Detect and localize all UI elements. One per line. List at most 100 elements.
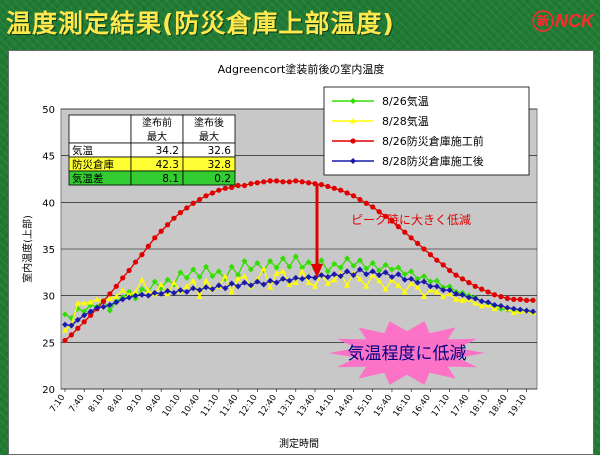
x-tick-label: 19:10 xyxy=(507,393,529,419)
x-tick-label: 10:40 xyxy=(180,393,202,419)
y-tick-label: 30 xyxy=(42,292,55,303)
data-point xyxy=(190,266,197,273)
legend-marker xyxy=(350,158,356,164)
data-point xyxy=(402,229,408,235)
data-point xyxy=(292,253,299,260)
legend-label: 8/28防災倉庫施工後 xyxy=(382,154,484,168)
y-tick-label: 50 xyxy=(42,105,55,116)
data-point xyxy=(286,281,293,287)
data-point xyxy=(434,257,440,263)
data-point xyxy=(324,280,331,286)
data-point xyxy=(273,270,280,276)
data-point xyxy=(523,297,530,303)
y-tick-label: 25 xyxy=(42,338,55,349)
data-point xyxy=(446,283,453,290)
data-point xyxy=(415,240,421,246)
x-tick-label: 16:10 xyxy=(391,393,413,419)
data-point xyxy=(62,327,68,333)
data-point xyxy=(318,257,325,264)
data-point xyxy=(88,312,94,318)
data-point xyxy=(158,281,165,287)
data-point xyxy=(485,299,492,306)
data-point xyxy=(145,288,152,294)
data-point xyxy=(203,263,210,270)
data-point xyxy=(433,288,440,295)
data-point xyxy=(446,287,453,294)
data-point xyxy=(305,259,312,266)
data-point xyxy=(203,277,210,284)
data-point xyxy=(119,296,126,303)
x-tick-label: 11:40 xyxy=(218,393,240,419)
table-header-cell xyxy=(182,114,236,144)
data-point xyxy=(530,308,536,315)
data-point xyxy=(440,262,446,268)
data-point xyxy=(267,277,274,284)
legend-label: 8/26気温 xyxy=(382,94,429,108)
data-point xyxy=(376,272,383,279)
data-point xyxy=(81,319,87,325)
chart-title: Adgreencort塗装前後の室内温度 xyxy=(218,62,385,76)
data-point xyxy=(465,294,472,301)
data-point xyxy=(497,302,504,309)
data-point xyxy=(504,295,510,302)
data-point xyxy=(382,261,389,268)
data-point xyxy=(446,290,453,297)
legend-label: 8/26防災倉庫施工前 xyxy=(382,134,484,148)
data-point xyxy=(485,289,491,295)
data-point xyxy=(504,304,511,311)
data-point xyxy=(132,288,139,295)
data-point xyxy=(292,274,299,281)
data-point xyxy=(75,325,81,331)
data-point xyxy=(197,196,203,203)
data-point xyxy=(139,252,145,258)
x-tick-label: 10:10 xyxy=(161,393,183,419)
table-header-after-sub: 最大 xyxy=(199,130,219,143)
data-point xyxy=(299,264,306,271)
data-point xyxy=(215,268,222,275)
data-point xyxy=(408,275,415,282)
data-point xyxy=(427,278,434,285)
logo-mark-icon: 新 xyxy=(532,10,554,32)
data-point xyxy=(228,288,235,295)
data-point xyxy=(382,286,389,292)
table-row-label: 気温差 xyxy=(72,172,104,185)
data-point xyxy=(453,290,460,297)
data-point xyxy=(254,180,260,186)
data-point xyxy=(331,271,338,278)
data-point xyxy=(440,293,447,299)
logo-mark-glyph: 新 xyxy=(537,13,549,28)
data-point xyxy=(286,263,293,270)
legend-label: 8/28気温 xyxy=(382,114,429,128)
data-point xyxy=(138,286,145,293)
data-point xyxy=(190,200,196,206)
peak-arrow-head xyxy=(311,263,323,278)
data-point xyxy=(74,300,81,306)
data-point xyxy=(357,196,363,203)
data-point xyxy=(356,275,363,282)
x-tick-label: 8:10 xyxy=(87,393,106,414)
data-point xyxy=(344,190,350,196)
table-value: 8.1 xyxy=(162,173,179,185)
chart-panel: Adgreencort塗装前後の室内温度 20 25 30 35 40 45 50 7:10 7:… xyxy=(8,50,594,455)
data-point xyxy=(286,277,293,284)
x-tick-label: 9:10 xyxy=(125,393,144,414)
x-tick-label: 12:10 xyxy=(238,393,260,419)
y-tick-label: 35 xyxy=(42,245,55,256)
data-point xyxy=(196,274,203,280)
series-4 xyxy=(62,266,536,329)
data-point xyxy=(479,286,485,292)
data-point xyxy=(344,268,351,275)
legend-marker xyxy=(350,98,356,104)
data-point xyxy=(408,280,415,286)
data-point xyxy=(338,187,344,193)
data-point xyxy=(138,291,145,298)
data-point xyxy=(376,209,382,215)
data-point xyxy=(472,283,478,289)
data-point xyxy=(478,298,485,305)
data-point xyxy=(491,292,498,298)
data-point xyxy=(106,302,113,308)
y-tick-label: 20 xyxy=(42,385,55,396)
x-tick-label: 16:40 xyxy=(411,393,433,419)
x-tick-label: 14:10 xyxy=(314,393,336,419)
